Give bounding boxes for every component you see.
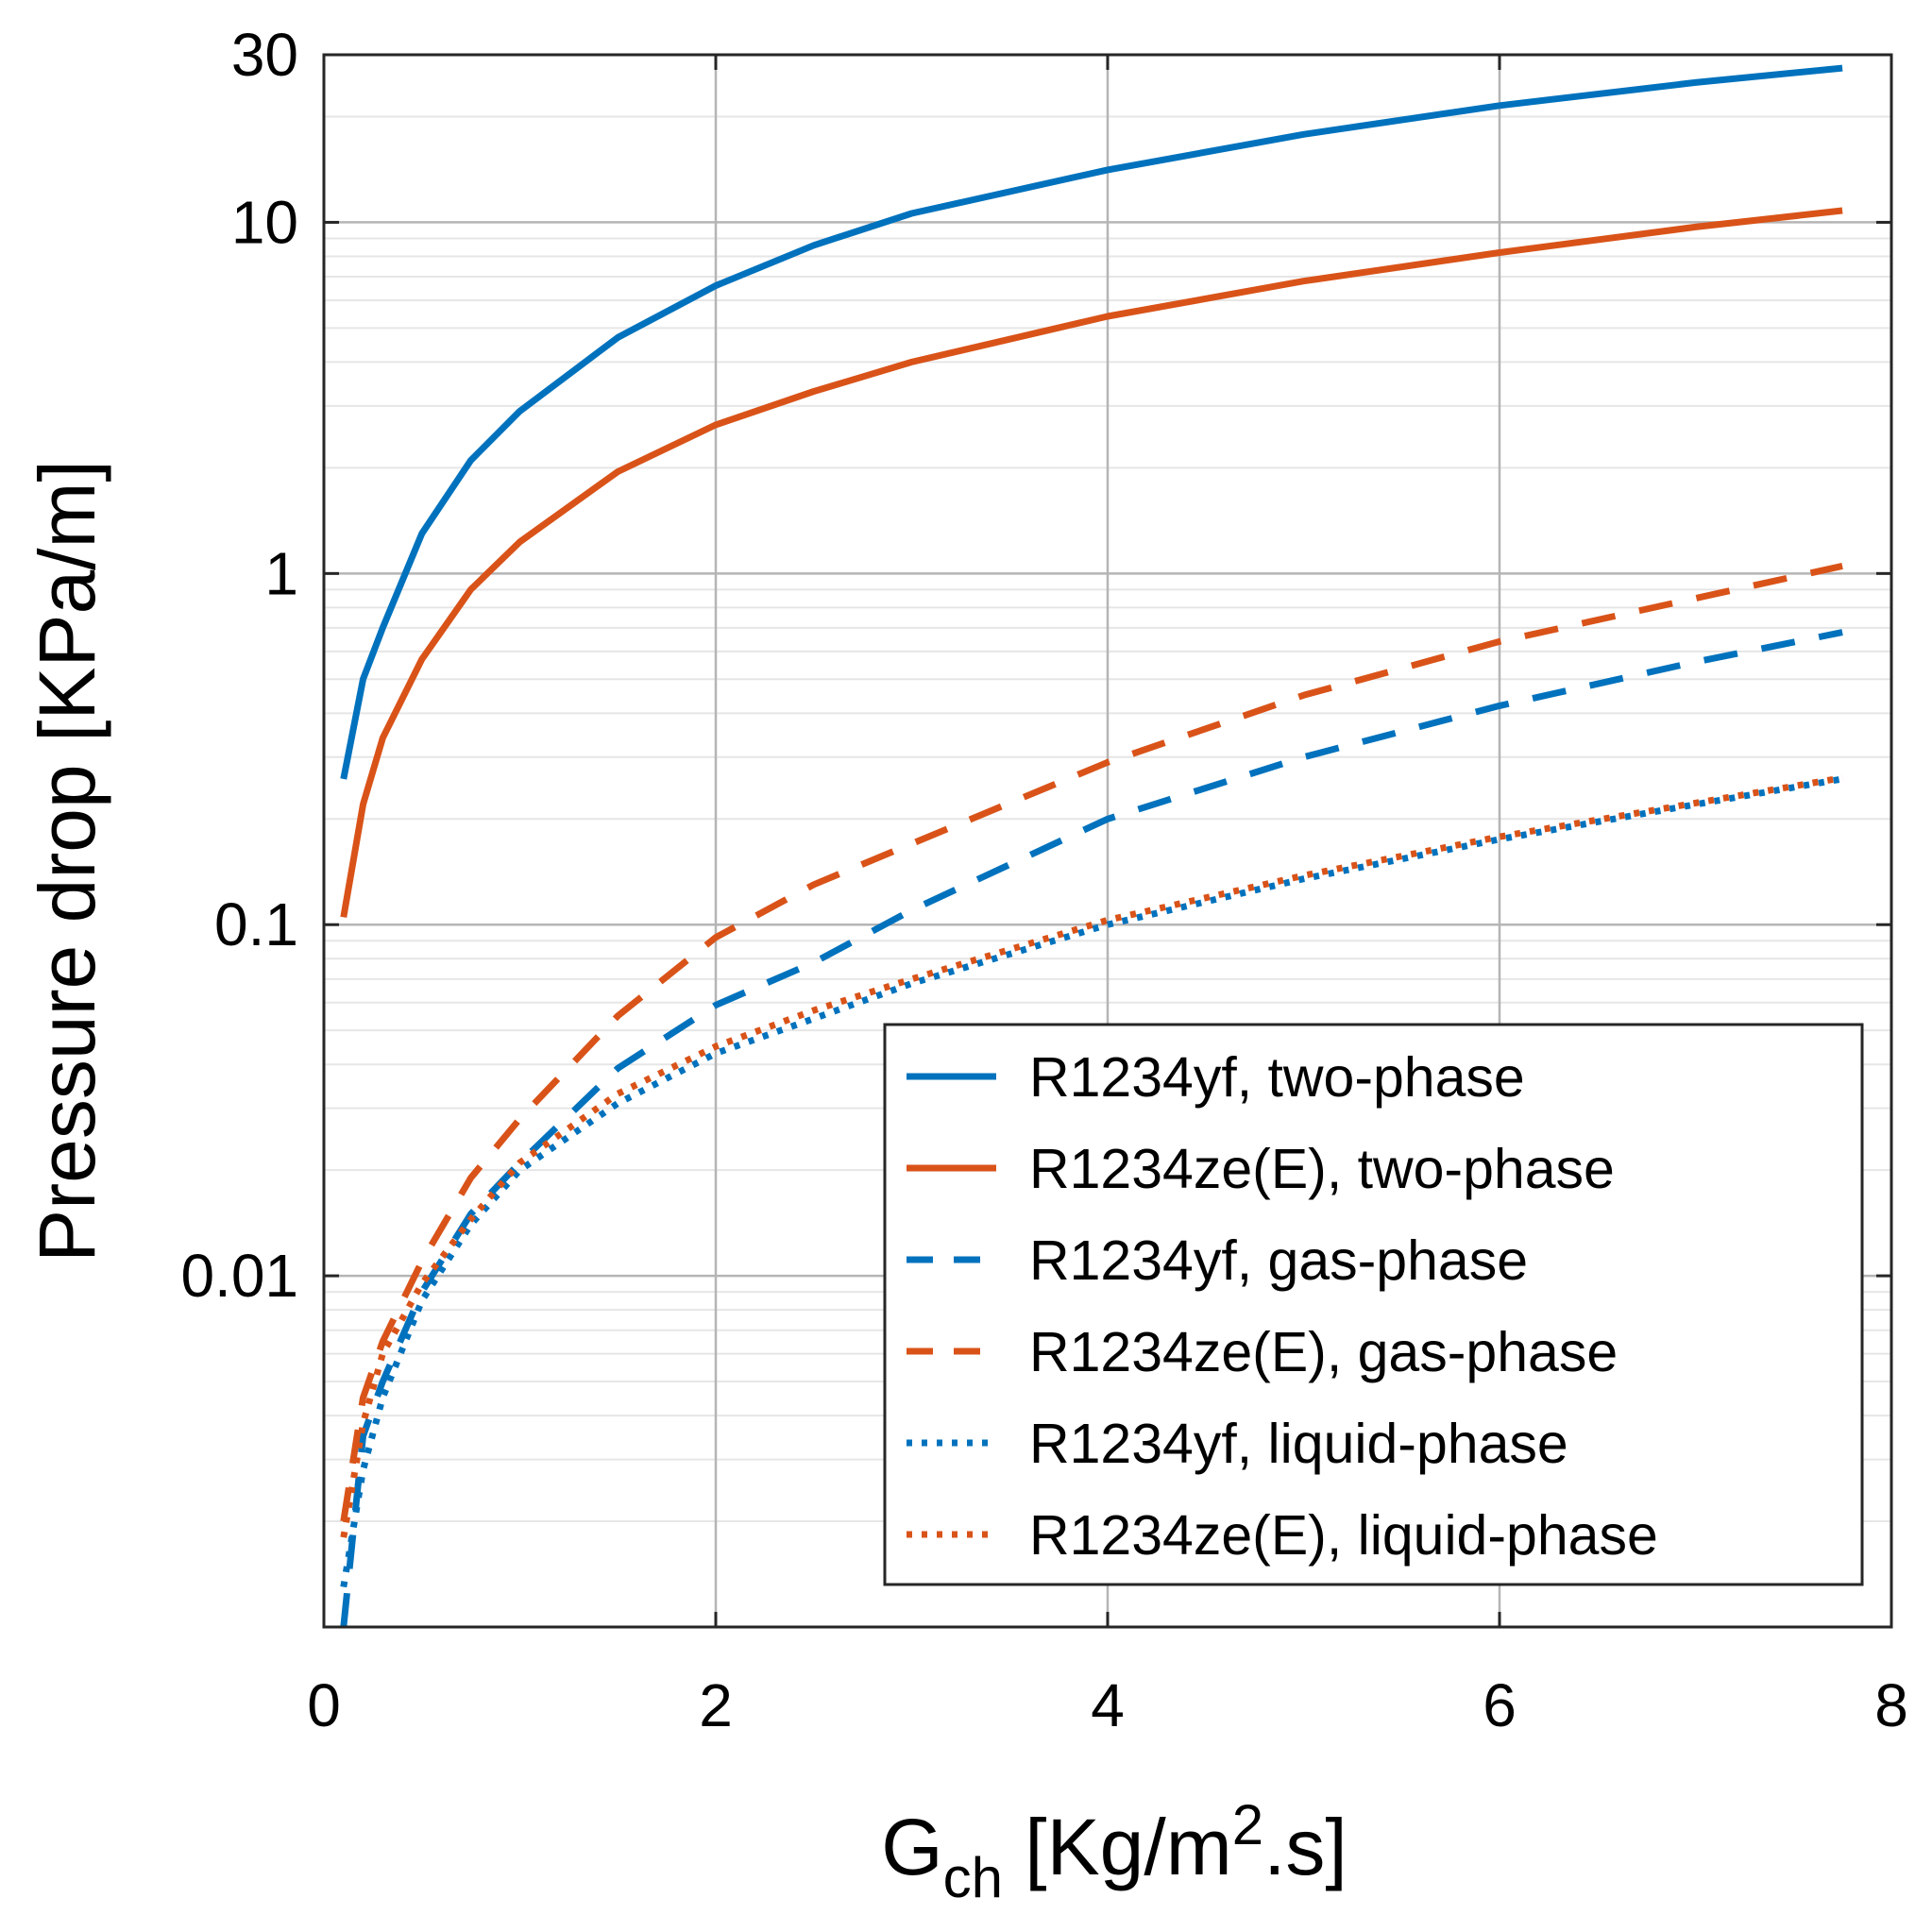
x-tick-label: 2 [699,1671,733,1739]
series-line-4 [340,562,1843,1522]
tick-marks [322,53,1893,1627]
legend: R1234yf, two-phase R1234ze(E), two-phase R… [883,1023,1864,1586]
y-tick-label: 10 [231,188,298,256]
legend-label: R1234yf, two-phase [1029,1046,1525,1109]
x-tick-label: 8 [1874,1671,1908,1739]
legend-label: R1234yf, gas-phase [1029,1229,1528,1292]
x-tick-label: 6 [1483,1671,1517,1739]
x-tick-label: 0 [307,1671,341,1739]
legend-label: R1234yf, liquid-phase [1029,1413,1568,1475]
series-line-3 [340,629,1843,1628]
y-axis-title: Pressure drop [KPa/m] [23,460,111,1263]
series-line-6 [340,774,1843,1538]
series-line-1 [340,64,1843,780]
y-tick-label: 0.1 [214,890,298,958]
x-axis-title: Gch [Kg/m2.s] [881,1793,1347,1909]
y-tick-label: 0.01 [180,1242,298,1310]
y-tick-label: 30 [231,21,298,89]
legend-label: R1234ze(E), liquid-phase [1029,1504,1658,1567]
y-tick-label: 1 [264,539,298,607]
series-line-2 [340,207,1843,918]
legend-box [883,1023,1864,1586]
x-tick-labels: 0 2 4 6 8 [307,1671,1908,1739]
legend-label: R1234ze(E), two-phase [1029,1138,1615,1200]
x-tick-label: 4 [1091,1671,1125,1739]
series-line-5 [340,775,1843,1588]
legend-label: R1234ze(E), gas-phase [1029,1321,1618,1383]
series-lines [340,64,1843,1628]
y-tick-labels: 0.01 0.1 1 10 30 [180,21,298,1310]
